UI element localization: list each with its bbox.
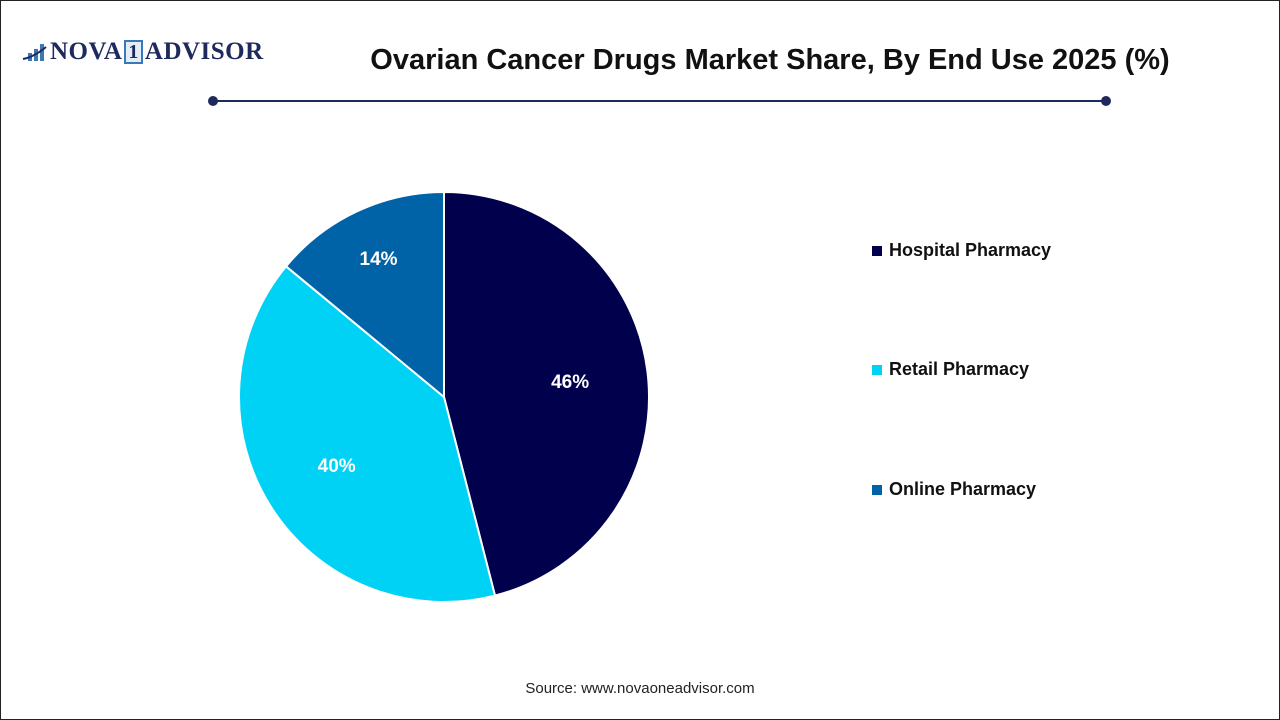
legend-item-hospital-pharmacy: Hospital Pharmacy [872,240,1051,261]
divider-dot-left [208,96,218,106]
legend-swatch [872,245,882,256]
logo: NOVA 1 ADVISOR [22,38,264,66]
title-divider [213,100,1107,102]
data-label: 40% [318,456,356,477]
legend-label: Retail Pharmacy [889,359,1030,379]
pie-slice-retail-pharmacy [238,264,497,603]
bar-chart-logo-icon [22,44,47,61]
legend-swatch [872,484,882,495]
source-note: Source: www.novaoneadvisor.com [525,680,755,697]
data-label: 46% [551,372,589,393]
legend-item-online-pharmacy: Online Pharmacy [872,479,1036,500]
data-label: 14% [360,249,398,270]
legend-item-retail-pharmacy: Retail Pharmacy [872,359,1029,380]
logo-text-nova: NOVA [50,38,123,65]
chart-title: Ovarian Cancer Drugs Market Share, By En… [370,44,1170,76]
legend-label: Hospital Pharmacy [889,240,1052,260]
pie-slice-online-pharmacy [284,190,445,400]
logo-text-one: 1 [124,40,143,64]
legend-swatch [872,364,882,375]
logo-text-advisor: ADVISOR [144,38,264,65]
pie-slice-hospital-pharmacy [443,190,650,597]
divider-dot-right [1101,96,1111,106]
legend-label: Online Pharmacy [889,479,1037,499]
